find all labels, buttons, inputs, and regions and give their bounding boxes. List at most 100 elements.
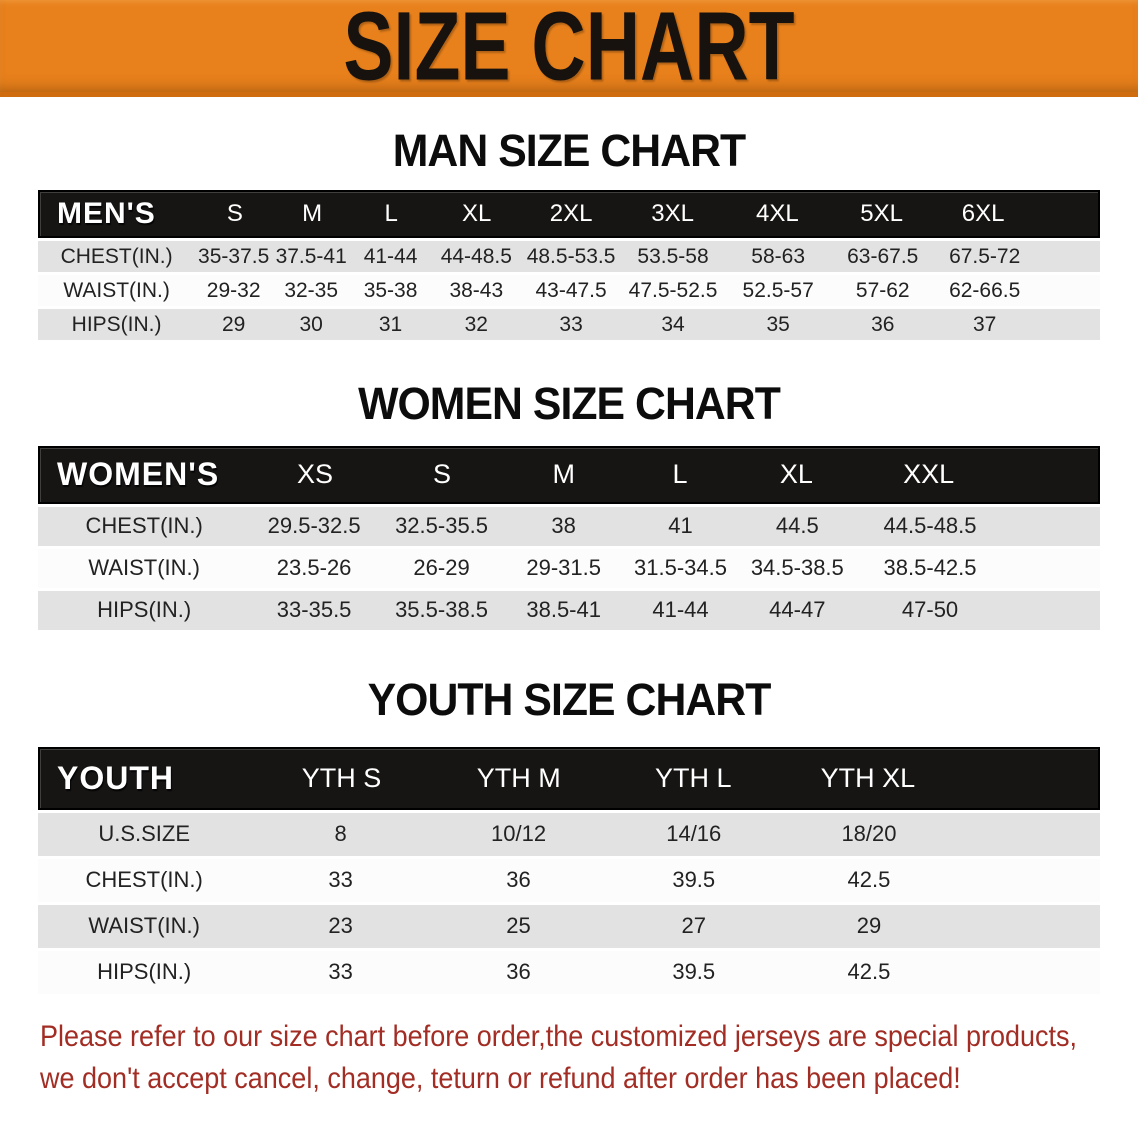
size-value-cell: 52.5-57 <box>742 278 814 302</box>
table-row: U.S.SIZE 8 10/12 14/16 18/20 <box>38 812 1100 856</box>
size-value-cell: 63-67.5 <box>847 244 919 268</box>
group-label: WOMEN'S <box>57 456 220 492</box>
size-value-cell: 33-35.5 <box>276 597 352 622</box>
table-row: HIPS(IN.) 33-35.5 35.5-38.5 38.5-41 41-44 44-… <box>38 590 1100 630</box>
group-label: MEN'S <box>57 197 156 231</box>
size-value-cell: 30 <box>299 312 323 336</box>
row-label: U.S.SIZE <box>98 821 191 847</box>
table-header-bar: MEN'S S M L XL 2XL 3XL 4XL 5XL 6XL <box>38 190 1100 239</box>
size-value-cell: 31 <box>378 312 403 336</box>
size-value-cell: 8 <box>334 821 347 847</box>
row-label: WAIST(IN.) <box>63 278 170 302</box>
size-column-header: 5XL <box>860 200 903 228</box>
size-value-cell: 31.5-34.5 <box>634 555 727 580</box>
disclaimer-line: Please refer to our size chart before or… <box>40 1019 1078 1053</box>
size-value-cell: 26-29 <box>413 555 470 580</box>
size-column-header: 6XL <box>961 200 1005 228</box>
disclaimer-line: we don't accept cancel, change, teturn o… <box>40 1061 961 1095</box>
size-value-cell: 48.5-53.5 <box>526 244 616 268</box>
youth-section-heading: YOUTH SIZE CHART <box>367 673 772 725</box>
size-value-cell: 67.5-72 <box>949 244 1021 268</box>
size-column-header: YTH L <box>655 762 732 793</box>
size-column-header: 4XL <box>756 200 799 228</box>
size-value-cell: 29-32 <box>206 278 261 302</box>
disclaimer: Please refer to our size chart before or… <box>40 1016 1138 1100</box>
size-column-header: XXL <box>903 459 955 489</box>
size-column-header: L <box>384 200 398 228</box>
size-value-cell: 44.5 <box>775 513 819 538</box>
table-row: WAIST(IN.) 29-32 32-35 35-38 38-43 43-47.5 47.… <box>38 275 1100 307</box>
men-size-section: MAN SIZE CHART MEN'S S M L XL 2XL 3XL 4XL 5XL 6XL… <box>0 125 1138 341</box>
size-chart-banner: SIZE CHART <box>0 0 1138 97</box>
size-value-cell: 36 <box>871 312 895 336</box>
men-section-heading: MAN SIZE CHART <box>392 125 746 176</box>
row-label: WAIST(IN.) <box>88 913 200 939</box>
size-value-cell: 33 <box>328 867 353 893</box>
size-value-cell: 47.5-52.5 <box>628 278 718 302</box>
banner-title: SIZE CHART <box>343 0 795 101</box>
size-value-cell: 29-31.5 <box>526 555 601 580</box>
size-column-header: YTH S <box>301 762 382 793</box>
size-column-header: S <box>226 200 243 228</box>
row-label: CHEST(IN.) <box>85 867 203 893</box>
men-size-table: MEN'S S M L XL 2XL 3XL 4XL 5XL 6XL CHEST(IN.) 35-37… <box>38 190 1100 341</box>
size-value-cell: 33 <box>559 312 583 336</box>
size-value-cell: 35-37.5 <box>198 244 270 268</box>
table-row: CHEST(IN.) 35-37.5 37.5-41 41-44 44-48.5 48.5… <box>38 241 1100 273</box>
size-value-cell: 41-44 <box>363 244 418 268</box>
women-section-heading: WOMEN SIZE CHART <box>358 378 781 430</box>
size-value-cell: 23.5-26 <box>276 555 352 580</box>
size-value-cell: 44.5-48.5 <box>883 513 977 538</box>
size-value-cell: 32 <box>464 312 488 336</box>
size-value-cell: 44-48.5 <box>440 244 512 268</box>
size-column-header: S <box>433 459 452 489</box>
size-value-cell: 10/12 <box>491 821 547 847</box>
size-value-cell: 27 <box>681 913 706 939</box>
size-value-cell: 38-43 <box>449 278 504 302</box>
size-value-cell: 37 <box>973 312 997 336</box>
row-label: HIPS(IN.) <box>71 312 162 336</box>
size-value-cell: 42.5 <box>847 959 891 985</box>
size-value-cell: 23 <box>328 913 353 939</box>
women-size-table: WOMEN'S XS S M L XL XXL CHEST(IN.) 29.5-32.5 32.5… <box>38 445 1100 630</box>
size-value-cell: 29.5-32.5 <box>267 513 361 538</box>
size-column-header: XS <box>297 459 334 489</box>
size-column-header: XL <box>461 200 492 228</box>
size-value-cell: 62-66.5 <box>949 278 1021 302</box>
table-row: CHEST(IN.) 33 36 39.5 42.5 <box>38 858 1100 902</box>
size-value-cell: 34 <box>661 312 685 336</box>
table-row: HIPS(IN.) 33 36 39.5 42.5 <box>38 950 1100 994</box>
size-value-cell: 53.5-58 <box>637 244 709 268</box>
youth-size-section: YOUTH SIZE CHART YOUTH YTH S YTH M YTH L YTH… <box>0 673 1138 994</box>
size-value-cell: 41-44 <box>652 597 709 622</box>
size-column-header: 2XL <box>549 200 593 228</box>
size-value-cell: 38.5-41 <box>526 597 601 622</box>
table-header-bar: YOUTH YTH S YTH M YTH L YTH XL <box>38 746 1100 810</box>
size-value-cell: 47-50 <box>901 597 959 622</box>
size-value-cell: 32-35 <box>284 278 339 302</box>
size-value-cell: 35-38 <box>363 278 418 302</box>
size-value-cell: 34.5-38.5 <box>750 555 844 580</box>
size-value-cell: 39.5 <box>672 867 716 893</box>
size-value-cell: 35.5-38.5 <box>395 597 489 622</box>
size-column-header: YTH M <box>476 762 561 793</box>
size-column-header: M <box>302 200 323 228</box>
table-row: WAIST(IN.) 23.5-26 26-29 29-31.5 31.5-34.5 34… <box>38 548 1100 588</box>
size-value-cell: 37.5-41 <box>275 244 347 268</box>
group-label: YOUTH <box>57 759 174 796</box>
size-value-cell: 32.5-35.5 <box>395 513 489 538</box>
size-value-cell: 33 <box>328 959 353 985</box>
women-size-section: WOMEN SIZE CHART WOMEN'S XS S M L XL XXL CHEST(… <box>0 378 1138 630</box>
youth-size-table: YOUTH YTH S YTH M YTH L YTH XL U.S.SIZE 8 10/12… <box>38 746 1100 994</box>
size-column-header: YTH XL <box>820 762 916 793</box>
size-value-cell: 29 <box>221 312 246 336</box>
table-row: WAIST(IN.) 23 25 27 29 <box>38 904 1100 948</box>
size-value-cell: 38 <box>551 513 576 538</box>
table-row: CHEST(IN.) 29.5-32.5 32.5-35.5 38 41 44.5 44.5… <box>38 506 1100 546</box>
size-value-cell: 41 <box>668 513 693 538</box>
row-label: CHEST(IN.) <box>85 513 203 538</box>
size-value-cell: 43-47.5 <box>535 278 607 302</box>
size-value-cell: 35 <box>766 312 790 336</box>
size-value-cell: 39.5 <box>672 959 716 985</box>
size-column-header: M <box>552 459 575 489</box>
